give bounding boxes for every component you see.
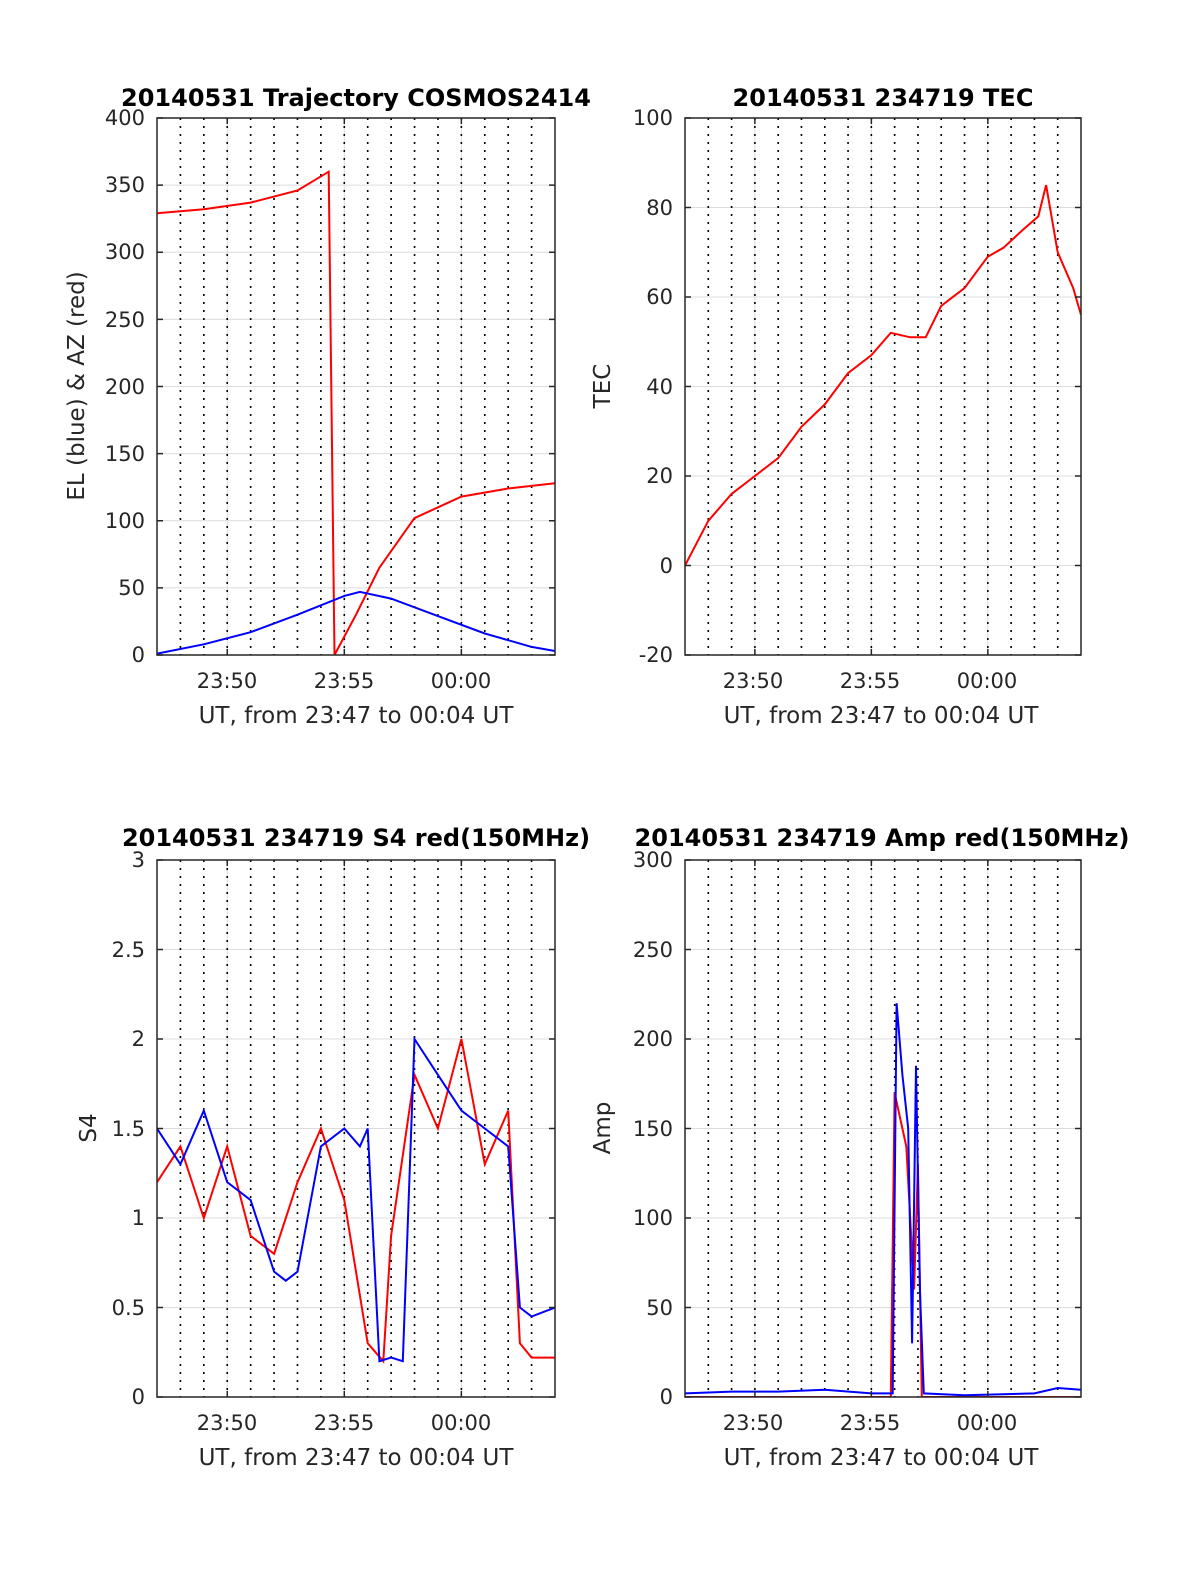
y-tick-label: 2.5 [112, 938, 145, 962]
panel-s4: 20140531 234719 S4 red(150MHz) S4 UT, fr… [76, 824, 590, 1471]
y-tick-label: -20 [639, 643, 673, 667]
chart-title: 20140531 234719 S4 red(150MHz) [122, 824, 590, 852]
y-tick-label: 50 [646, 1296, 673, 1320]
red-series-line [157, 169, 555, 655]
y-tick-label: 250 [633, 938, 673, 962]
y-tick-label: 100 [633, 106, 673, 130]
x-axis-label: UT, from 23:47 to 00:04 UT [724, 703, 1040, 729]
x-tick-label: 00:00 [431, 1411, 492, 1435]
x-axis-label: UT, from 23:47 to 00:04 UT [199, 703, 515, 729]
y-tick-label: 300 [105, 240, 145, 264]
y-axis-label: S4 [76, 1113, 102, 1142]
panel-tec: 20140531 234719 TEC TEC UT, from 23:47 t… [590, 84, 1082, 729]
x-tick-label: 00:00 [957, 669, 1018, 693]
x-tick-label: 23:50 [723, 1411, 784, 1435]
x-tick-label: 23:55 [314, 669, 375, 693]
chart-title: 20140531 Trajectory COSMOS2414 [121, 84, 591, 112]
y-tick-label: 0 [132, 1385, 145, 1409]
y-tick-label: 200 [105, 375, 145, 399]
blue-series-line [157, 590, 555, 655]
y-tick-label: 150 [633, 1117, 673, 1141]
y-tick-label: 40 [646, 375, 673, 399]
red-series-line [157, 1038, 555, 1364]
y-tick-label: 200 [633, 1027, 673, 1051]
y-tick-label: 350 [105, 173, 145, 197]
y-tick-label: 0 [660, 1385, 673, 1409]
y-tick-label: 80 [646, 196, 673, 220]
chart-title: 20140531 234719 TEC [733, 84, 1034, 112]
x-tick-label: 00:00 [431, 669, 492, 693]
x-tick-label: 23:50 [197, 669, 258, 693]
chart-title: 20140531 234719 Amp red(150MHz) [635, 824, 1130, 852]
x-axis-label: UT, from 23:47 to 00:04 UT [724, 1445, 1040, 1471]
y-tick-label: 0.5 [112, 1296, 145, 1320]
y-axis-label: EL (blue) & AZ (red) [64, 271, 90, 500]
y-axis-label: Amp [590, 1102, 616, 1155]
y-tick-label: 50 [118, 576, 145, 600]
x-tick-label: 23:55 [840, 1411, 901, 1435]
y-tick-label: 100 [633, 1206, 673, 1230]
x-tick-label: 00:00 [957, 1411, 1018, 1435]
y-tick-label: 1.5 [112, 1117, 145, 1141]
y-tick-label: 100 [105, 509, 145, 533]
x-tick-label: 23:50 [723, 669, 784, 693]
y-axis-label: TEC [590, 364, 616, 410]
panel-amp: 20140531 234719 Amp red(150MHz) Amp UT, … [590, 824, 1129, 1471]
x-tick-label: 23:55 [314, 1411, 375, 1435]
red-series-line [685, 184, 1081, 566]
x-tick-label: 23:50 [197, 1411, 258, 1435]
y-tick-label: 2 [132, 1027, 145, 1051]
panel-trajectory: 20140531 Trajectory COSMOS2414 EL (blue)… [64, 84, 591, 729]
y-tick-label: 3 [132, 848, 145, 872]
red-series-line [685, 1092, 1081, 1397]
y-tick-label: 20 [646, 464, 673, 488]
y-tick-label: 1 [132, 1206, 145, 1230]
y-tick-label: 60 [646, 285, 673, 309]
y-tick-label: 300 [633, 848, 673, 872]
y-tick-label: 0 [132, 643, 145, 667]
x-axis-label: UT, from 23:47 to 00:04 UT [199, 1445, 515, 1471]
blue-series-line [157, 1035, 555, 1363]
y-tick-label: 250 [105, 308, 145, 332]
x-tick-label: 23:55 [840, 669, 901, 693]
y-tick-label: 150 [105, 442, 145, 466]
y-tick-label: 400 [105, 106, 145, 130]
y-tick-label: 0 [660, 554, 673, 578]
blue-series-line [685, 1003, 1081, 1397]
